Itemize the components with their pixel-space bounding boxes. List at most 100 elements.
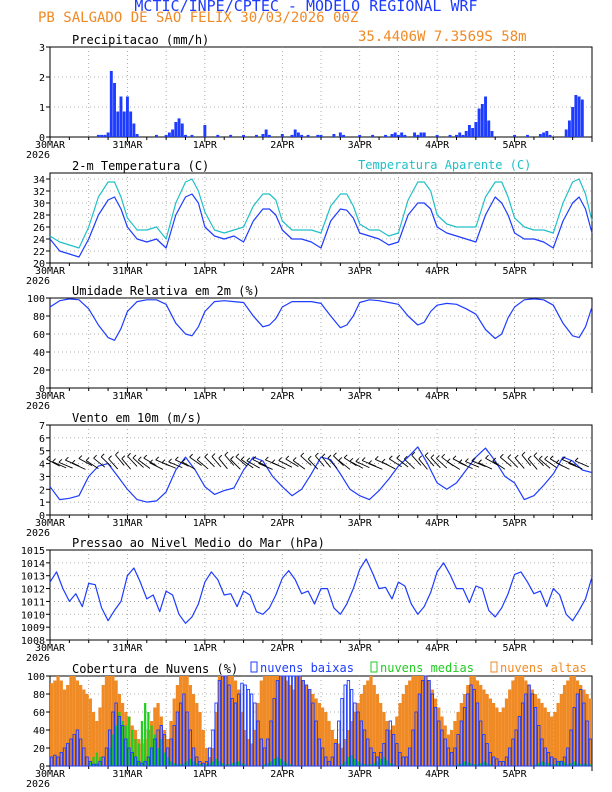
cloud-high-bar: [356, 703, 360, 766]
temp-ytick-label: 34: [33, 175, 45, 186]
wind-barb-flag: [403, 455, 408, 460]
rh-xtick-label: 30MAR: [35, 391, 66, 402]
wind-barb: [527, 458, 538, 470]
precip-bar: [461, 134, 465, 137]
cloud-high-bar: [227, 676, 231, 766]
precip-bar: [184, 134, 187, 137]
wind-barb-flag: [343, 454, 348, 459]
wind-barb-flag: [224, 451, 229, 456]
cloud-low-bar: [337, 720, 341, 767]
cloud-mid-bar: [147, 712, 150, 766]
cloud-low-bar: [201, 762, 205, 767]
cloud-high-bar: [308, 689, 312, 766]
precip-bar: [393, 132, 397, 137]
cloud-low-bar: [453, 747, 457, 767]
cloud-low-bar: [208, 747, 212, 767]
cloud-mid-bar: [340, 764, 344, 766]
cloud-low-bar: [491, 756, 496, 767]
wind-ytick-label: 2: [39, 485, 45, 496]
cloud-mid-bar: [486, 763, 489, 766]
cloud-low-bar: [56, 756, 60, 767]
cloud-low-bar: [230, 698, 234, 767]
cloud-mid-bar: [386, 760, 389, 766]
wind-barb: [278, 460, 293, 468]
cloud-legend-1: nuvens medias: [380, 661, 474, 675]
cloud-high-bar: [482, 689, 486, 766]
precip-xtick-label: 3APR: [348, 140, 373, 151]
cloud-mid-bar: [237, 761, 240, 766]
cloud-high-bar: [521, 676, 525, 766]
cloud-high-bar: [343, 739, 347, 766]
wind-barb-flag: [538, 455, 543, 460]
wind-barb-flag: [507, 454, 512, 458]
wind-barb: [292, 460, 306, 470]
cloud-high-bar: [279, 676, 283, 766]
cloud-high-bar: [530, 689, 534, 766]
cloud-high-bar: [50, 683, 54, 766]
cloud-mid-bar: [189, 758, 192, 766]
cloud-low-bar: [272, 698, 276, 767]
cloud-low-bar: [108, 729, 112, 767]
cloud-low-bar: [317, 738, 322, 767]
cloud-high-bar: [88, 698, 92, 766]
wind-barb: [485, 457, 499, 466]
cloud-high-bar: [385, 721, 389, 766]
wind-barb-flag: [127, 452, 131, 457]
cloud-low-bar: [508, 747, 512, 767]
cloud-high-bar: [579, 685, 583, 766]
wind-barb: [189, 456, 202, 466]
cloud-low-bar: [259, 738, 263, 767]
wind-ytick-label: 6: [39, 434, 45, 445]
wind-barb: [492, 460, 506, 470]
cloud-high-bar: [311, 694, 315, 766]
cloud-low-bar: [111, 711, 115, 767]
cloud-mid-bar: [582, 763, 586, 766]
cloud-low-bar: [130, 752, 134, 767]
cloud-low-bar: [227, 684, 231, 767]
cloud-low-bar: [288, 675, 293, 767]
cloud-high-bar: [53, 680, 57, 766]
cloud-high-bar: [437, 707, 441, 766]
temp-xtick-label: 2APR: [270, 266, 295, 277]
wind-barb: [514, 457, 525, 469]
cloud-low-bar: [91, 763, 96, 767]
cloud-high-bar: [243, 730, 247, 766]
wind-barb-flag: [544, 455, 548, 460]
cloud-high-bar: [414, 676, 418, 766]
wind-barb-flag: [355, 458, 360, 462]
cloud-low-bar: [240, 682, 244, 767]
precip-bar: [319, 134, 323, 137]
wind-barb-flag: [452, 455, 457, 460]
cloud-mid-bar: [176, 764, 179, 766]
wind-barb-flag: [240, 456, 245, 460]
cloud-mid-bar: [240, 763, 244, 766]
cloud-mid-bar: [289, 764, 292, 766]
cloud-low-bar: [472, 689, 476, 767]
cloud-legend-2: nuvens altas: [500, 661, 587, 675]
cloud-high-bar: [379, 703, 383, 766]
wind-barb: [224, 454, 235, 466]
cloud-high-bar: [198, 712, 202, 766]
cloud-high-bar: [517, 676, 522, 766]
precip-bar: [132, 123, 136, 137]
cloud-high-bar: [488, 698, 492, 766]
location-run-label: PB SALGADO DE SAO FELIX 30/03/2026 00Z: [38, 10, 359, 26]
temp-ytick-label: 30: [33, 199, 45, 210]
cloud-low-bar: [520, 702, 525, 767]
cloud-high-bar: [546, 712, 551, 766]
cloud-high-bar: [224, 676, 228, 766]
cloud-low-bar: [282, 675, 286, 767]
cloud-low-bar: [188, 729, 193, 767]
wind-barb-flag: [514, 454, 519, 459]
wind-barb-flag: [533, 452, 538, 457]
wind-barb-flag: [436, 455, 440, 459]
cloud-high-bar: [353, 712, 357, 766]
cloud-mid-bar: [463, 761, 466, 766]
precip-bar: [448, 134, 452, 137]
cloud-low-bar: [262, 747, 267, 767]
cloud-low-bar: [372, 752, 376, 767]
cloud-low-bar: [178, 702, 183, 767]
cloud-high-bar: [85, 694, 89, 766]
cloud-low-bar: [414, 711, 418, 767]
cloud-mid-bar: [263, 764, 266, 766]
